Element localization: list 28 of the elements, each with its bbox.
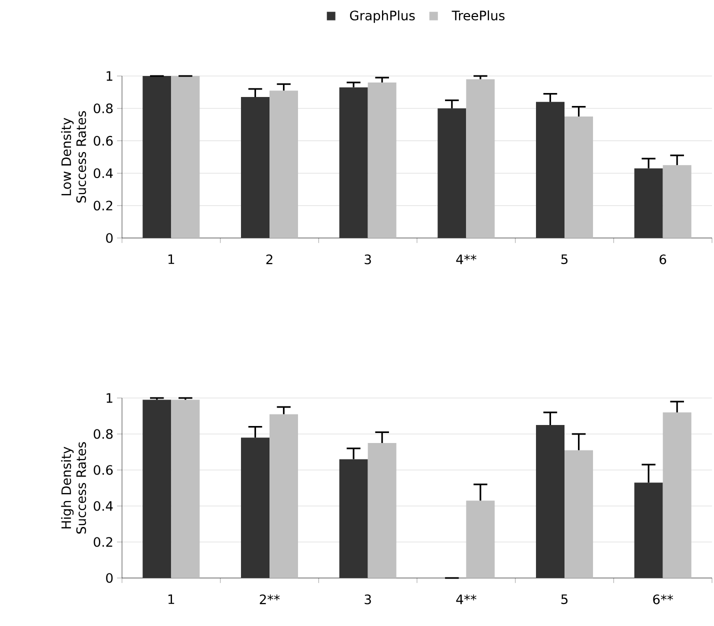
legend-label: GraphPlus bbox=[350, 10, 415, 23]
y-tick-label: 0.8 bbox=[94, 104, 113, 114]
legend-label: TreePlus bbox=[452, 10, 505, 20]
y-tick-label: 1 bbox=[106, 393, 112, 403]
y-tick-label: 0.6 bbox=[94, 465, 113, 475]
y-tick-label: 0.2 bbox=[94, 537, 112, 547]
y-tick-label: 0 bbox=[106, 573, 113, 583]
x-tick-label: 2** bbox=[260, 594, 280, 604]
y-tick-label: 0.6 bbox=[94, 136, 113, 146]
x-tick-label: 1 bbox=[168, 594, 174, 604]
x-tick-label: 3 bbox=[364, 254, 371, 264]
y-axis-title: High Density Success Rates bbox=[61, 442, 86, 534]
x-tick-label: 5 bbox=[561, 594, 568, 604]
y-tick-label: 0.4 bbox=[94, 501, 113, 511]
x-tick-label: 4** bbox=[456, 594, 476, 604]
x-tick-label: 1 bbox=[168, 254, 174, 264]
x-tick-label: 4** bbox=[456, 254, 476, 264]
x-tick-label: 2 bbox=[266, 254, 272, 264]
y-tick-label: 1 bbox=[106, 71, 112, 81]
x-tick-label: 6 bbox=[660, 254, 666, 264]
x-tick-label: 6** bbox=[653, 594, 674, 604]
x-tick-label: 5 bbox=[561, 254, 568, 264]
x-tick-label: 3 bbox=[364, 594, 371, 604]
y-tick-label: 0.8 bbox=[94, 429, 113, 439]
y-tick-label: 0 bbox=[106, 233, 113, 243]
y-tick-label: 0.2 bbox=[94, 200, 112, 210]
y-axis-title: Low Density Success Rates bbox=[61, 111, 86, 203]
y-tick-label: 0.4 bbox=[94, 168, 113, 178]
